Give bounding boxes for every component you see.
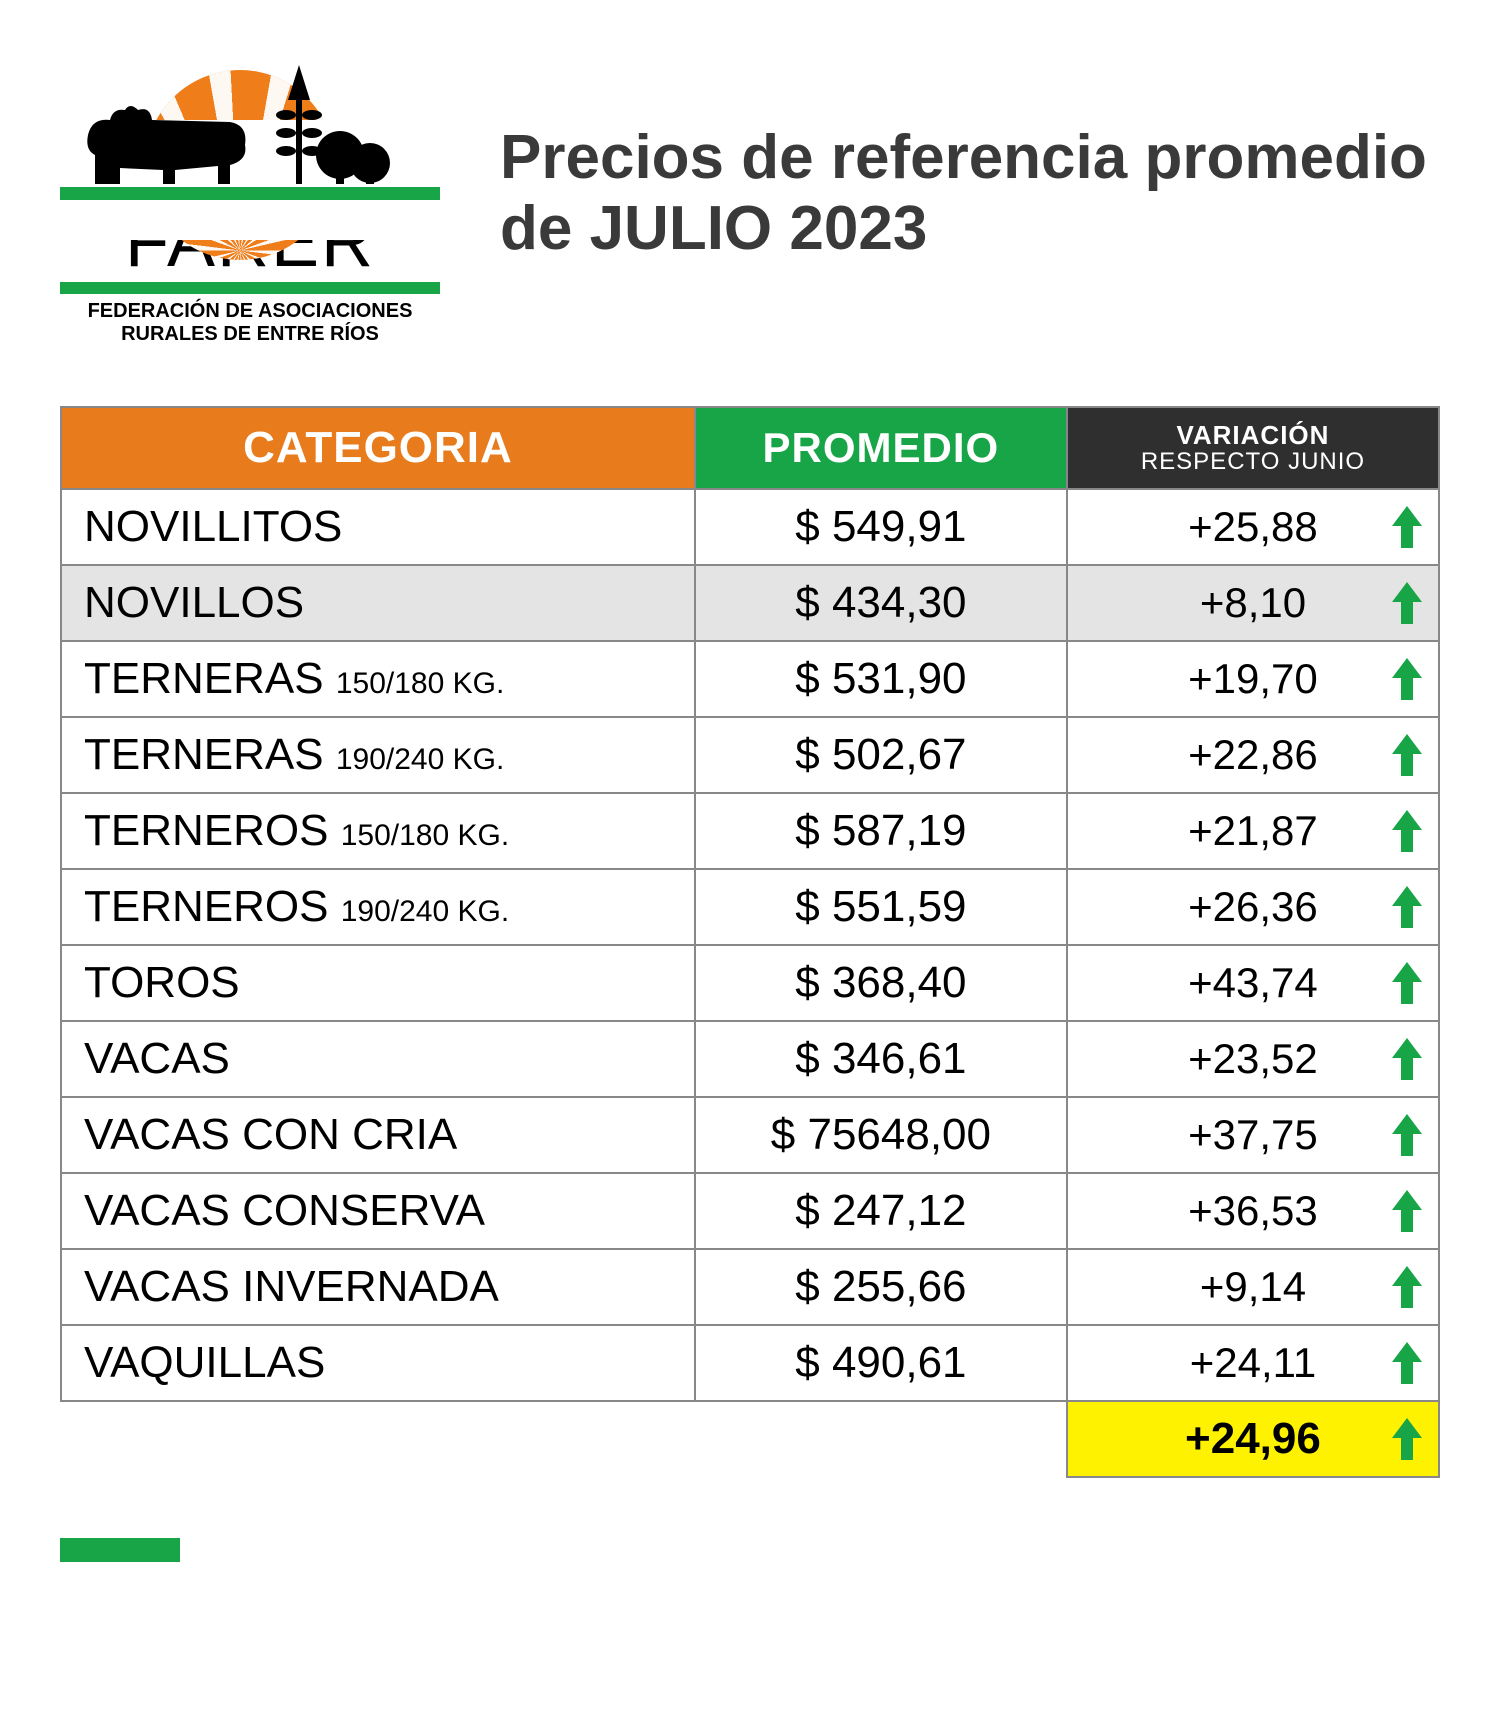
cell-variacion: +9,14	[1067, 1249, 1439, 1325]
arrow-up-icon	[1392, 1342, 1422, 1384]
cell-categoria: NOVILLOS	[61, 565, 695, 641]
cell-promedio: $ 346,61	[695, 1021, 1067, 1097]
weight-range: 150/180 KG.	[341, 819, 509, 852]
cell-promedio: $ 434,30	[695, 565, 1067, 641]
cell-promedio: $ 587,19	[695, 793, 1067, 869]
cell-blank	[695, 1401, 1067, 1477]
cell-variacion: +23,52	[1067, 1021, 1439, 1097]
cell-categoria: NOVILLITOS	[61, 489, 695, 565]
arrow-up-icon	[1392, 810, 1422, 852]
cell-variacion: +25,88	[1067, 489, 1439, 565]
cell-categoria: TERNEROS 150/180 KG.	[61, 793, 695, 869]
arrow-up-icon	[1392, 658, 1422, 700]
cell-variacion: +8,10	[1067, 565, 1439, 641]
cell-categoria: VACAS INVERNADA	[61, 1249, 695, 1325]
cell-promedio: $ 549,91	[695, 489, 1067, 565]
footer-accent	[60, 1538, 180, 1562]
cell-total-variacion: +24,96	[1067, 1401, 1439, 1477]
table-row: TERNERAS 150/180 KG.$ 531,90+19,70	[61, 641, 1439, 717]
logo-art	[60, 40, 440, 200]
logo-subtitle: FEDERACIÓN DE ASOCIACIONES RURALES DE EN…	[60, 294, 440, 346]
logo: FARER FEDERACIÓN DE ASOCIACIONES RURALES…	[60, 40, 440, 346]
arrow-up-icon	[1392, 886, 1422, 928]
cell-categoria: VACAS CON CRIA	[61, 1097, 695, 1173]
cell-categoria: VACAS CONSERVA	[61, 1173, 695, 1249]
cell-variacion: +37,75	[1067, 1097, 1439, 1173]
arrow-up-icon	[1392, 1418, 1422, 1460]
table-row: TERNEROS 190/240 KG.$ 551,59+26,36	[61, 869, 1439, 945]
cell-categoria: TERNERAS 190/240 KG.	[61, 717, 695, 793]
table-row: TERNERAS 190/240 KG.$ 502,67+22,86	[61, 717, 1439, 793]
header-variacion-sub: RESPECTO JUNIO	[1078, 449, 1428, 474]
header-variacion-top: VARIACIÓN	[1176, 420, 1329, 450]
arrow-up-icon	[1392, 1114, 1422, 1156]
cell-variacion: +21,87	[1067, 793, 1439, 869]
arrow-up-icon	[1392, 1190, 1422, 1232]
header-variacion: VARIACIÓN RESPECTO JUNIO	[1067, 407, 1439, 489]
cell-categoria: VACAS	[61, 1021, 695, 1097]
header: FARER FEDERACIÓN DE ASOCIACIONES RURALES…	[60, 40, 1440, 346]
cell-blank	[61, 1401, 695, 1477]
cell-variacion: +43,74	[1067, 945, 1439, 1021]
weight-range: 190/240 KG.	[336, 743, 504, 776]
table-row: VACAS INVERNADA$ 255,66+9,14	[61, 1249, 1439, 1325]
header-promedio: PROMEDIO	[695, 407, 1067, 489]
cell-variacion: +36,53	[1067, 1173, 1439, 1249]
page-title: Precios de referencia promedio de JULIO …	[500, 122, 1440, 265]
arrow-up-icon	[1392, 1038, 1422, 1080]
plants-icon	[270, 45, 390, 195]
cell-promedio: $ 551,59	[695, 869, 1067, 945]
logo-subtitle-line2: RURALES DE ENTRE RÍOS	[121, 323, 379, 345]
logo-green-bar	[60, 184, 440, 200]
cell-categoria: TERNERAS 150/180 KG.	[61, 641, 695, 717]
cell-promedio: $ 75648,00	[695, 1097, 1067, 1173]
table-row: TERNEROS 150/180 KG.$ 587,19+21,87	[61, 793, 1439, 869]
table-row: VACAS CON CRIA$ 75648,00+37,75	[61, 1097, 1439, 1173]
cell-promedio: $ 531,90	[695, 641, 1067, 717]
cell-categoria: TOROS	[61, 945, 695, 1021]
table-row: NOVILLOS$ 434,30+8,10	[61, 565, 1439, 641]
cell-categoria: TERNEROS 190/240 KG.	[61, 869, 695, 945]
table-row: VACAS$ 346,61+23,52	[61, 1021, 1439, 1097]
cell-promedio: $ 502,67	[695, 717, 1067, 793]
cell-variacion: +24,11	[1067, 1325, 1439, 1401]
table-row: NOVILLITOS$ 549,91+25,88	[61, 489, 1439, 565]
weight-range: 190/240 KG.	[341, 895, 509, 928]
arrow-up-icon	[1392, 734, 1422, 776]
cell-variacion: +26,36	[1067, 869, 1439, 945]
table-row: VAQUILLAS$ 490,61+24,11	[61, 1325, 1439, 1401]
logo-underline	[60, 282, 440, 294]
cell-variacion: +22,86	[1067, 717, 1439, 793]
cow-icon	[80, 100, 250, 195]
cell-variacion: +19,70	[1067, 641, 1439, 717]
cell-promedio: $ 255,66	[695, 1249, 1067, 1325]
table-row: TOROS$ 368,40+43,74	[61, 945, 1439, 1021]
arrow-up-icon	[1392, 506, 1422, 548]
table-row: VACAS CONSERVA$ 247,12+36,53	[61, 1173, 1439, 1249]
arrow-up-icon	[1392, 962, 1422, 1004]
logo-subtitle-line1: FEDERACIÓN DE ASOCIACIONES	[88, 300, 413, 322]
arrow-up-icon	[1392, 582, 1422, 624]
cell-promedio: $ 490,61	[695, 1325, 1067, 1401]
cell-promedio: $ 247,12	[695, 1173, 1067, 1249]
table-header-row: CATEGORIA PROMEDIO VARIACIÓN RESPECTO JU…	[61, 407, 1439, 489]
table-total-row: +24,96	[61, 1401, 1439, 1477]
cell-categoria: VAQUILLAS	[61, 1325, 695, 1401]
arrow-up-icon	[1392, 1266, 1422, 1308]
weight-range: 150/180 KG.	[336, 667, 504, 700]
header-categoria: CATEGORIA	[61, 407, 695, 489]
cell-promedio: $ 368,40	[695, 945, 1067, 1021]
price-table: CATEGORIA PROMEDIO VARIACIÓN RESPECTO JU…	[60, 406, 1440, 1478]
